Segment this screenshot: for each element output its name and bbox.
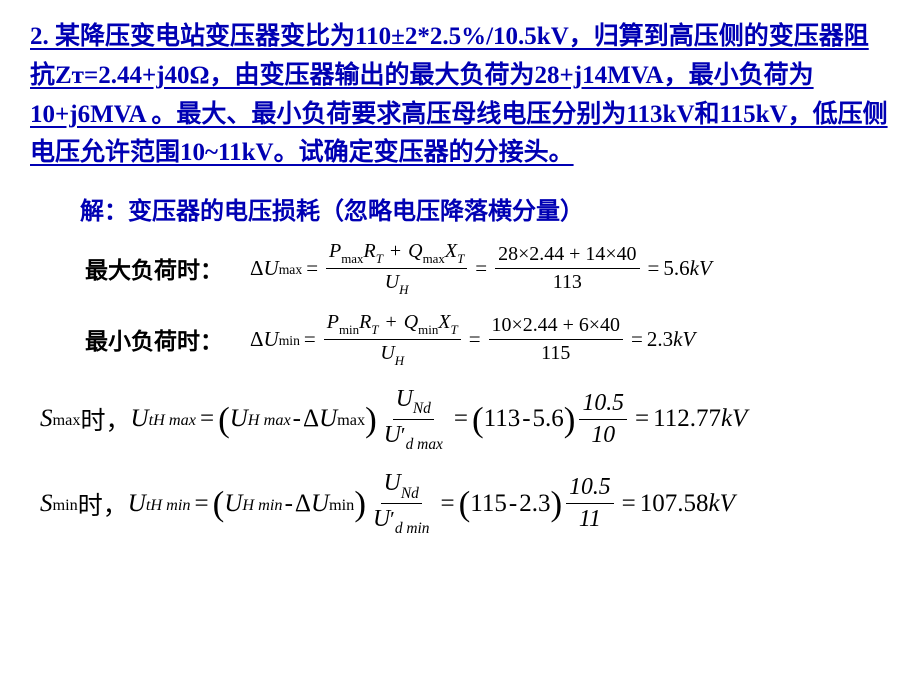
min-load-formula: ΔUmin = PminRT + QminXT UH = 10×2.44 + 6… bbox=[250, 311, 695, 368]
problem-statement: 2. 某降压变电站变压器变比为110±2*2.5%/10.5kV，归算到高压侧的… bbox=[30, 18, 890, 173]
solution-header: 解：变压器的电压损耗（忽略电压降落横分量） bbox=[80, 191, 890, 226]
max-load-row: 最大负荷时： ΔUmax = PmaxRT + QmaxXT UH = 28×2… bbox=[85, 240, 890, 297]
s-min-row: Smin 时， UtH min = ( UH min - ΔUmin ) UNd… bbox=[40, 470, 890, 537]
min-load-row: 最小负荷时： ΔUmin = PminRT + QminXT UH = 10×2… bbox=[85, 311, 890, 368]
max-load-formula: ΔUmax = PmaxRT + QmaxXT UH = 28×2.44 + 1… bbox=[250, 240, 712, 297]
min-load-label: 最小负荷时： bbox=[85, 322, 250, 356]
max-load-label: 最大负荷时： bbox=[85, 251, 250, 285]
s-max-row: Smax 时， UtH max = ( UH max - ΔUmax ) UNd… bbox=[40, 386, 890, 453]
